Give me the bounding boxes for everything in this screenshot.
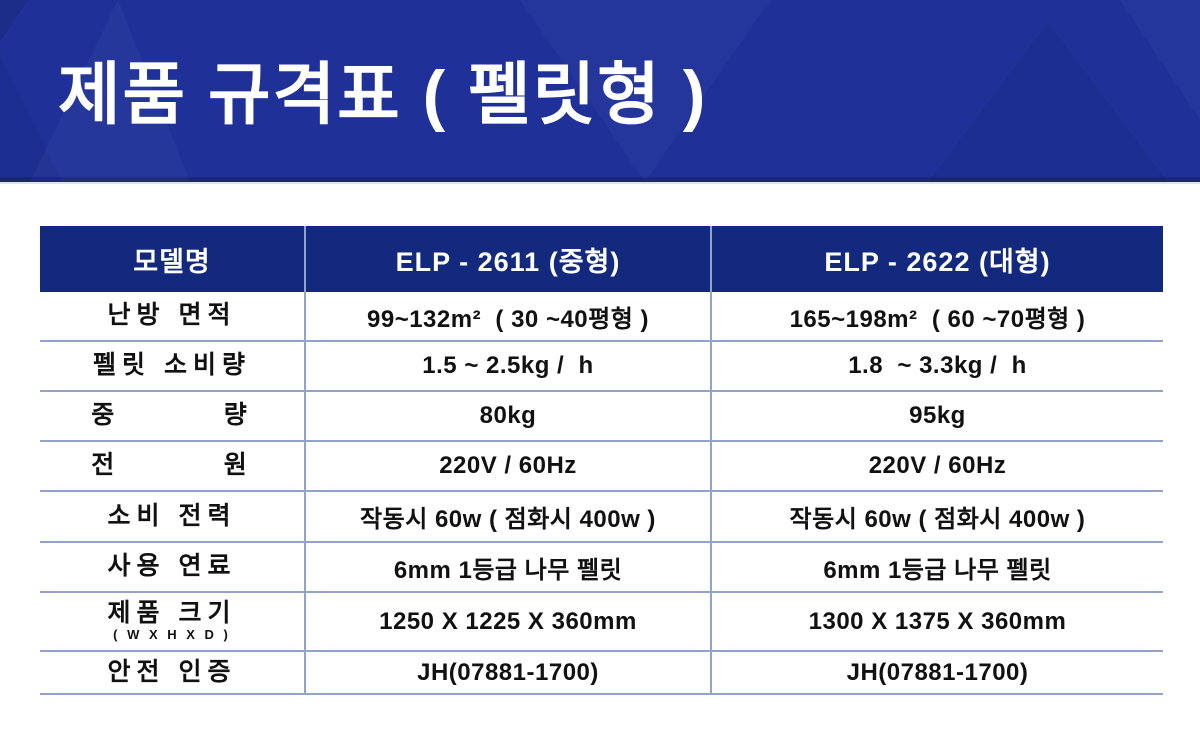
cell-heating-area-2622: 165~198m² ( 60 ~70평형 ) (712, 292, 1163, 342)
banner-decoration (0, 0, 1168, 182)
row-label-fuel: 사용 연료 (40, 543, 306, 593)
table-header-model: 모델명 (40, 226, 306, 292)
cell-weight-2611: 80kg (306, 392, 712, 442)
cell-fuel-2622: 6mm 1등급 나무 펠릿 (712, 543, 1163, 593)
cell-safety-certification-2611: JH(07881-1700) (306, 652, 712, 695)
cell-safety-certification-2622: JH(07881-1700) (712, 652, 1163, 695)
product-size-label: 제품 크기 (107, 598, 237, 627)
cell-power-consumption-2622: 작동시 60w ( 점화시 400w ) (712, 492, 1163, 543)
row-label-pellet-consumption: 펠릿 소비량 (40, 342, 306, 392)
spec-table: 모델명 ELP - 2611 (중형) ELP - 2622 (대형) 난방 면… (40, 226, 1163, 695)
cell-power-source-2611: 220V / 60Hz (306, 442, 712, 492)
product-size-sublabel: ( W X H X D ) (113, 627, 231, 643)
cell-product-size-2611: 1250 X 1225 X 360mm (306, 593, 712, 652)
row-label-product-size: 제품 크기 ( W X H X D ) (40, 593, 306, 652)
cell-fuel-2611: 6mm 1등급 나무 펠릿 (306, 543, 712, 593)
row-label-heating-area: 난방 면적 (40, 292, 306, 342)
table-header-elp-2611: ELP - 2611 (중형) (306, 226, 712, 292)
cell-pellet-consumption-2622: 1.8 ~ 3.3kg / h (712, 342, 1163, 392)
cell-heating-area-2611: 99~132m² ( 30 ~40평형 ) (306, 292, 712, 342)
cell-weight-2622: 95kg (712, 392, 1163, 442)
row-label-power-source: 전 원 (40, 442, 306, 492)
page-title: 제품 규격표 ( 펠릿형 ) (58, 56, 708, 133)
banner: 제품 규격표 ( 펠릿형 ) (0, 0, 1200, 184)
cell-product-size-2622: 1300 X 1375 X 360mm (712, 593, 1163, 652)
cell-power-source-2622: 220V / 60Hz (712, 442, 1163, 492)
row-label-power-consumption: 소비 전력 (40, 492, 306, 543)
table-header-elp-2622: ELP - 2622 (대형) (712, 226, 1163, 292)
row-label-weight: 중 량 (40, 392, 306, 442)
cell-pellet-consumption-2611: 1.5 ~ 2.5kg / h (306, 342, 712, 392)
row-label-safety-certification: 안전 인증 (40, 652, 306, 695)
cell-power-consumption-2611: 작동시 60w ( 점화시 400w ) (306, 492, 712, 543)
